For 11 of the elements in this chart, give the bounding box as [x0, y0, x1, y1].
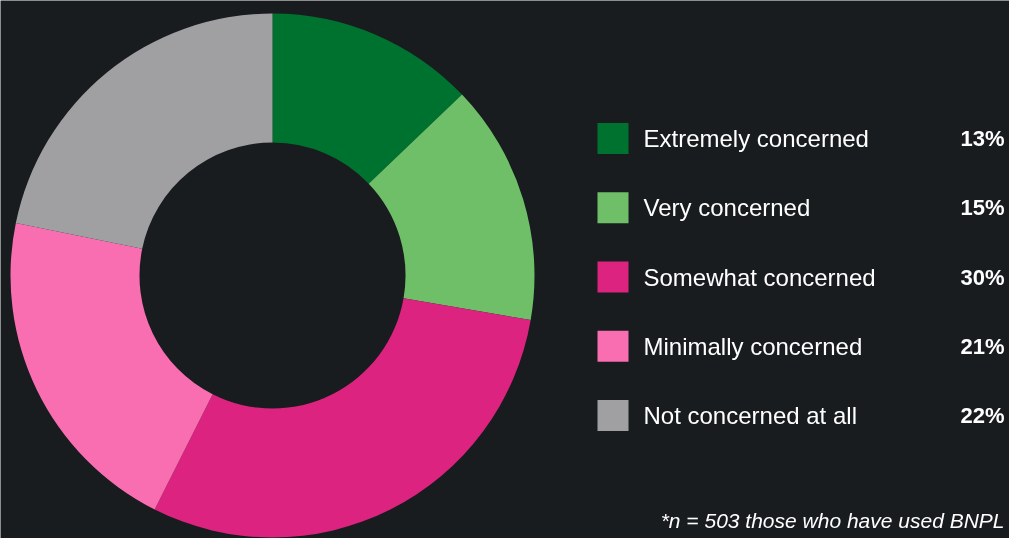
legend-label: Very concerned: [643, 194, 811, 222]
data-label: 15%: [960, 195, 1005, 221]
data-label: 13%: [960, 126, 1005, 151]
text: *n = 503 those who have used BNPL: [660, 509, 1005, 532]
data-label: 30%: [960, 264, 1005, 290]
data-label: 22%: [960, 403, 1005, 428]
data-label: 21%: [960, 333, 1005, 359]
legend-label: Somewhat concerned: [643, 263, 876, 291]
legend-label: Not concerned at all: [643, 402, 857, 429]
legend-label: Minimally concerned: [643, 332, 863, 360]
legend-label: Extremely concerned: [643, 125, 869, 152]
